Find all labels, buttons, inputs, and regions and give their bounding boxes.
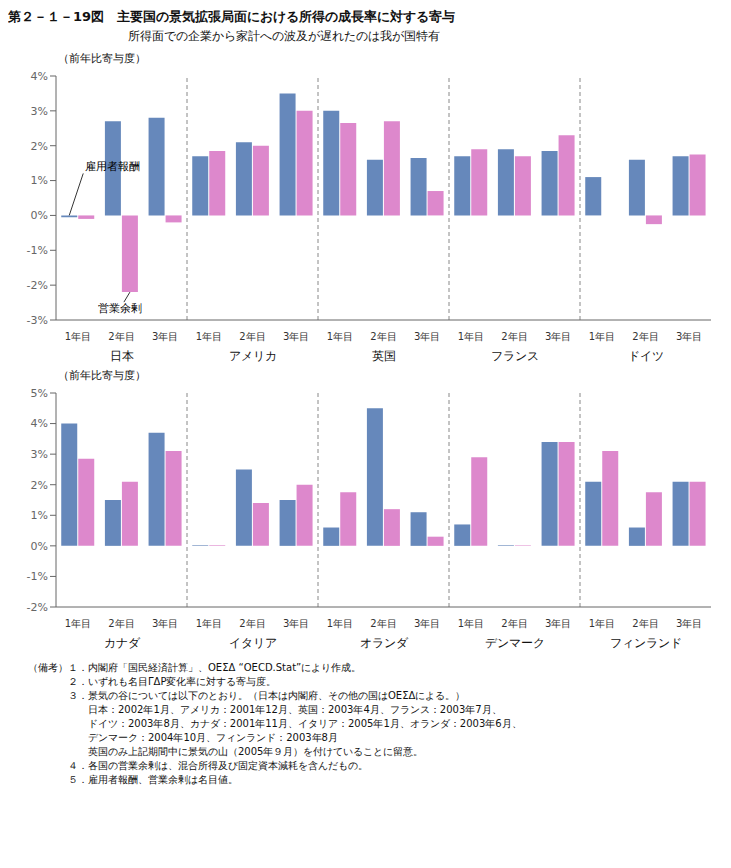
svg-text:カナダ: カナダ — [104, 636, 141, 650]
svg-text:3%: 3% — [31, 448, 48, 461]
svg-text:雇用者報酬: 雇用者報酬 — [85, 160, 140, 173]
svg-text:イタリア: イタリア — [229, 636, 277, 650]
svg-text:4%: 4% — [31, 70, 48, 83]
svg-text:-3%: -3% — [27, 314, 48, 327]
svg-text:デンマーク: デンマーク — [485, 636, 545, 650]
svg-text:2年目: 2年目 — [239, 618, 265, 629]
svg-text:3年目: 3年目 — [414, 618, 440, 629]
html-text:ドイツ：2003年8月、カナダ：2001年11月、イタリア：: ドイツ：2003年8月、カナダ：2001年11月、イタリア：2005年1月、オラ… — [28, 718, 522, 729]
html-text:日本：2002年1月、アメリカ：2001年12月、英国：20: 日本：2002年1月、アメリカ：2001年12月、英国：2003年4月、フランス… — [28, 704, 502, 715]
svg-text:2%: 2% — [31, 479, 48, 492]
svg-text:0%: 0% — [31, 209, 48, 222]
svg-text:3年目: 3年目 — [676, 618, 702, 629]
svg-text:-1%: -1% — [27, 244, 48, 257]
svg-text:ドイツ: ドイツ — [628, 349, 664, 363]
svg-text:5%: 5% — [31, 387, 48, 400]
svg-text:2年目: 2年目 — [239, 331, 265, 342]
svg-text:2年目: 2年目 — [108, 618, 134, 629]
svg-text:アメリカ: アメリカ — [229, 349, 277, 363]
svg-text:-1%: -1% — [27, 570, 48, 583]
svg-text:3年目: 3年目 — [283, 331, 309, 342]
svg-text:2年目: 2年目 — [370, 618, 396, 629]
svg-text:3年目: 3年目 — [414, 331, 440, 342]
html-text:（前年比寄与度）: （前年比寄与度） — [58, 52, 146, 65]
html-text:第２－１－19図 主要国の景気拡張局面における所得の成長率に: 第２－１－19図 主要国の景気拡張局面における所得の成長率に対する寄与 — [8, 9, 456, 24]
svg-text:2年目: 2年目 — [632, 618, 658, 629]
svg-text:1年目: 1年目 — [589, 618, 615, 629]
svg-text:3年目: 3年目 — [545, 618, 571, 629]
svg-text:1年目: 1年目 — [196, 618, 222, 629]
svg-text:2年目: 2年目 — [108, 331, 134, 342]
html-text:（備考）１．内閣府「国民経済計算」、ΟΕΣΔ “OECD.S: （備考）１．内閣府「国民経済計算」、ΟΕΣΔ “OECD.Stat”により作成。 — [28, 662, 362, 673]
svg-text:1年目: 1年目 — [458, 331, 484, 342]
svg-text:3年目: 3年目 — [283, 618, 309, 629]
html-text:４．各国の営業余剰は、混合所得及び固定資本減耗を含んだもの。: ４．各国の営業余剰は、混合所得及び固定資本減耗を含んだもの。 — [28, 760, 368, 771]
html-text:英国のみ上記期間中に景気の山（2005年９月）を付けているこ: 英国のみ上記期間中に景気の山（2005年９月）を付けていることに留意。 — [28, 746, 424, 757]
svg-text:2年目: 2年目 — [370, 331, 396, 342]
svg-text:2年目: 2年目 — [501, 618, 527, 629]
svg-text:1年目: 1年目 — [196, 331, 222, 342]
html-text:２．いずれも名目ΓΔΡ変化率に対する寄与度。: ２．いずれも名目ΓΔΡ変化率に対する寄与度。 — [28, 676, 277, 687]
svg-text:1年目: 1年目 — [65, 618, 91, 629]
svg-text:-2%: -2% — [27, 279, 48, 292]
html-text:所得面での企業から家計への波及が遅れたのは我が国特有: 所得面での企業から家計への波及が遅れたのは我が国特有 — [128, 29, 440, 43]
svg-text:英国: 英国 — [372, 349, 396, 363]
html-text:５．雇用者報酬、営業余剰は名目値。: ５．雇用者報酬、営業余剰は名目値。 — [28, 774, 238, 785]
svg-text:3年目: 3年目 — [152, 618, 178, 629]
svg-text:営業余剰: 営業余剰 — [98, 302, 142, 315]
svg-text:1年目: 1年目 — [65, 331, 91, 342]
svg-text:2年目: 2年目 — [501, 331, 527, 342]
svg-text:4%: 4% — [31, 417, 48, 430]
svg-text:フィンランド: フィンランド — [610, 636, 682, 650]
svg-text:3年目: 3年目 — [152, 331, 178, 342]
svg-text:-2%: -2% — [27, 601, 48, 614]
svg-text:0%: 0% — [31, 540, 48, 553]
svg-text:3年目: 3年目 — [545, 331, 571, 342]
svg-text:フランス: フランス — [491, 349, 539, 363]
html-text:３．景気の谷については以下のとおり。（日本は内閣府、その他の: ３．景気の谷については以下のとおり。（日本は内閣府、その他の国はΟΕΣΔによる。… — [28, 690, 466, 701]
svg-text:日本: 日本 — [110, 349, 134, 363]
svg-text:1%: 1% — [31, 509, 48, 522]
svg-text:3%: 3% — [31, 105, 48, 118]
svg-text:1年目: 1年目 — [327, 618, 353, 629]
svg-text:オランダ: オランダ — [360, 636, 409, 650]
html-text:（前年比寄与度）: （前年比寄与度） — [58, 369, 146, 382]
html-text:デンマーク：2004年10月、フィンランド：2003年8月: デンマーク：2004年10月、フィンランド：2003年8月 — [28, 732, 338, 743]
svg-text:1年目: 1年目 — [327, 331, 353, 342]
svg-text:2年目: 2年目 — [632, 331, 658, 342]
svg-text:1年目: 1年目 — [589, 331, 615, 342]
svg-text:3年目: 3年目 — [676, 331, 702, 342]
svg-text:1年目: 1年目 — [458, 618, 484, 629]
svg-text:1%: 1% — [31, 174, 48, 187]
svg-text:2%: 2% — [31, 140, 48, 153]
